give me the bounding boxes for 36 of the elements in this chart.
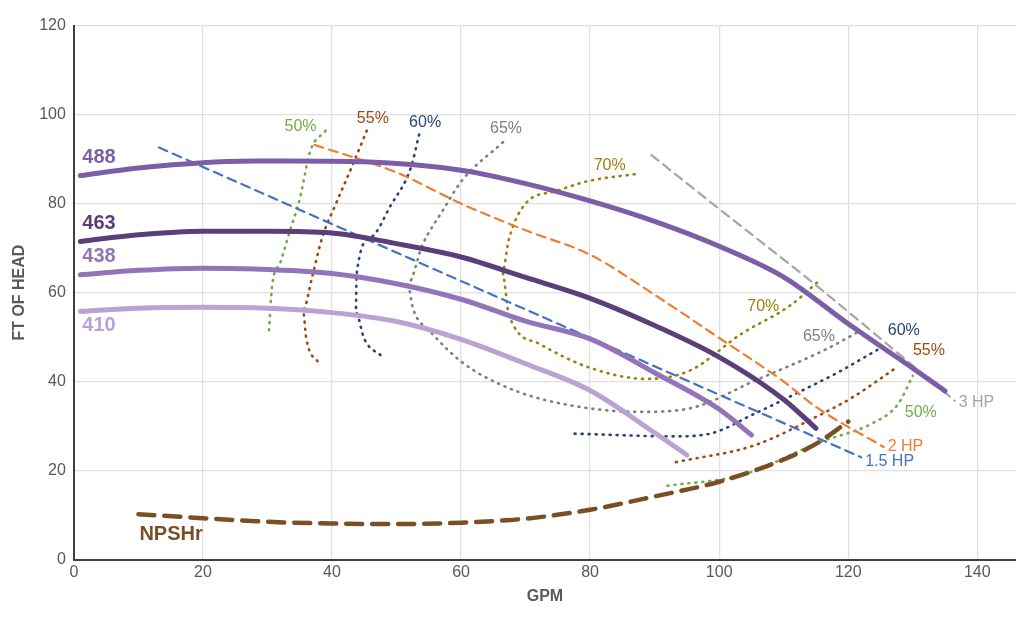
y-tick-label: 100 [39, 105, 66, 123]
x-tick-label: 20 [194, 562, 212, 580]
series-label: 410 [82, 312, 116, 335]
x-tick-label: 120 [834, 562, 862, 580]
y-axis-title: FT OF HEAD [10, 244, 28, 341]
series-label: 50% [284, 117, 317, 135]
series-label: 65% [802, 326, 835, 344]
series-label: 438 [82, 244, 116, 267]
series-label: 3 HP [958, 393, 995, 411]
y-tick-label: 60 [48, 283, 66, 301]
series-label: 488 [82, 145, 116, 168]
x-tick-label: 140 [963, 562, 991, 580]
text: 70% [593, 155, 626, 173]
line-series [406, 140, 860, 414]
series-label: 463 [82, 210, 116, 233]
x-tick-label: 0 [69, 562, 79, 580]
text: 60% [887, 320, 920, 338]
text: 50% [904, 403, 937, 421]
series-label: 55% [356, 109, 389, 127]
y-tick-label: 40 [48, 372, 66, 390]
y-tick-label: 0 [56, 550, 66, 568]
y-tick-label: 20 [48, 461, 66, 479]
text: 65% [489, 118, 523, 136]
x-axis-title: GPM [526, 586, 564, 604]
series-label: 70% [747, 296, 780, 314]
x-tick-label: 100 [705, 562, 733, 580]
y-tick-label: 120 [39, 16, 66, 34]
series-label: 60% [409, 113, 442, 131]
x-tick-label: 40 [323, 562, 342, 580]
line-series [650, 154, 956, 402]
x-tick-label: 60 [452, 562, 471, 580]
series-label: NPSHr [139, 521, 203, 544]
line-series [136, 419, 851, 527]
text: 55% [912, 340, 945, 358]
x-tick-label: 80 [581, 562, 600, 580]
y-tick-label: 80 [48, 194, 66, 212]
